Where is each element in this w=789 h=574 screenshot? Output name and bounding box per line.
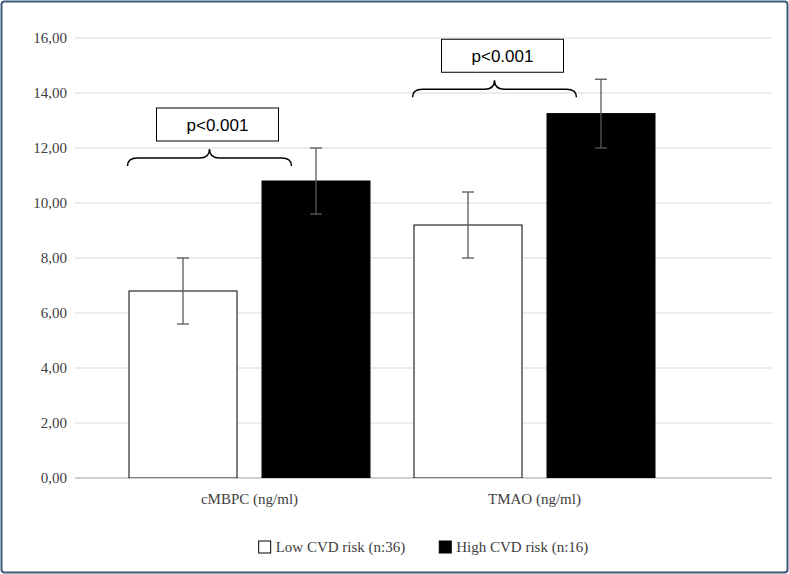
y-tick-label: 8,00 bbox=[41, 250, 67, 266]
x-tick-label: cMBPC (ng/ml) bbox=[201, 491, 298, 508]
grid-line bbox=[75, 203, 772, 204]
brace bbox=[128, 149, 292, 166]
legend-swatch bbox=[259, 541, 271, 553]
error-stem bbox=[600, 79, 601, 148]
error-bar bbox=[177, 258, 189, 324]
legend-label: Low CVD risk (n:36) bbox=[276, 539, 406, 556]
error-cap bbox=[177, 257, 189, 258]
y-tick-label: 10,00 bbox=[33, 195, 67, 211]
y-tick-label: 2,00 bbox=[41, 415, 67, 431]
error-cap bbox=[462, 191, 474, 192]
y-tick-label: 4,00 bbox=[41, 360, 67, 376]
legend-label: High CVD risk (n:16) bbox=[456, 539, 588, 556]
y-tick-label: 6,00 bbox=[41, 305, 67, 321]
grid-line bbox=[75, 148, 772, 149]
error-cap bbox=[310, 147, 322, 148]
error-cap bbox=[595, 79, 607, 80]
error-cap bbox=[462, 257, 474, 258]
annotation: p<0.001 bbox=[187, 116, 249, 135]
y-tick-label: 16,00 bbox=[33, 30, 67, 46]
brace bbox=[413, 80, 577, 97]
frame bbox=[2, 2, 788, 573]
annotation: p<0.001 bbox=[472, 47, 534, 66]
y-tick-label: 12,00 bbox=[33, 140, 67, 156]
grid-line bbox=[75, 38, 772, 39]
error-bar bbox=[462, 192, 474, 258]
error-stem bbox=[315, 148, 316, 214]
annotation-box bbox=[442, 39, 564, 72]
chart: 0,00 2,00 4,00 6,00 8,00 10,00 12,00 14,00 16,00… bbox=[0, 0, 789, 574]
bar bbox=[414, 225, 522, 478]
bar bbox=[547, 114, 655, 478]
error-bar bbox=[595, 79, 607, 148]
error-cap bbox=[595, 147, 607, 148]
legend: Low CVD risk (n:36) High CVD risk (n:16) bbox=[259, 539, 589, 556]
grid-line bbox=[75, 93, 772, 94]
error-bar bbox=[310, 148, 322, 214]
error-cap bbox=[310, 213, 322, 214]
error-cap bbox=[177, 323, 189, 324]
error-stem bbox=[182, 258, 183, 324]
error-stem bbox=[467, 192, 468, 258]
y-tick-label: 14,00 bbox=[33, 85, 67, 101]
bar bbox=[262, 181, 370, 478]
bars bbox=[129, 79, 655, 478]
annotation-box bbox=[157, 108, 279, 141]
y-tick-label: 0,00 bbox=[41, 470, 67, 486]
legend-swatch bbox=[439, 541, 451, 553]
x-tick-label: TMAO (ng/ml) bbox=[488, 491, 581, 508]
